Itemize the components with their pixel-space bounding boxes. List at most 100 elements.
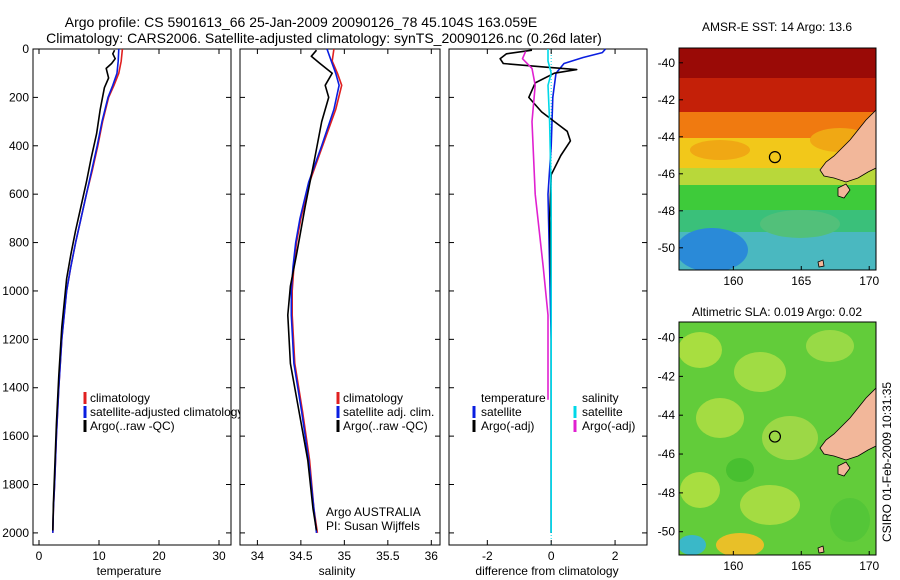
difference-plot-area [448,48,648,546]
series-line-argo [499,49,578,533]
sst-island [837,183,851,199]
sst-map-ticks: 160 165 170 -40 -42 -44 -46 -48 -50 [658,56,880,288]
x-tick-label: 2 [612,549,619,563]
sst-map-frame [678,47,877,271]
legend-label-temperature-satellite: satellite [481,405,522,419]
salinity-plot-area [239,48,441,546]
map-x-tick-label: 170 [859,559,879,573]
map-x-tick-label: 160 [723,559,743,573]
x-tick-label: 35.5 [376,549,400,563]
figure-title-line1: Argo profile: CS 5901613_66 25-Jan-2009 … [65,14,538,30]
x-tick-label: 30 [212,549,226,563]
map-y-tick-label: -46 [658,167,676,181]
x-tick-label: 0 [548,549,555,563]
annotation-argo-australia: Argo AUSTRALIA [326,505,421,519]
map-y-tick-label: -50 [658,241,676,255]
sla-map-frame [678,321,877,556]
x-tick-label: 20 [152,549,166,563]
salinity-panel: 34 34.5 35 35.5 36 salinity climatology sate… [239,48,441,578]
map-y-tick-label: -40 [658,331,676,345]
map-y-tick-label: -40 [658,56,676,70]
sst-land-mass [819,109,876,183]
map-x-tick-label: 165 [791,559,811,573]
y-tick-label: 2000 [2,526,29,540]
map-x-tick-label: 170 [859,274,879,288]
y-tick-label: 0 [22,42,29,56]
salinity-series-group [286,48,343,534]
x-tick-label: 36 [425,549,439,563]
salinity-ticks: 34 34.5 35 35.5 36 [240,48,440,563]
difference-legend: temperature satellite Argo(-adj) salinit… [472,391,635,433]
sst-map-title: AMSR-E SST: 14 Argo: 13.6 [702,20,852,34]
series-line-satellite [290,48,340,533]
legend-label-argo: Argo(..raw -QC) [343,419,428,433]
series-line-argo [286,49,334,531]
map-y-tick-label: -42 [658,93,676,107]
difference-series-group [499,48,607,545]
difference-xlabel: difference from climatology [475,564,618,578]
sla-map-panel: Altimetric SLA: 0.019 Argo: 0.02 160 165 1… [658,305,880,573]
difference-panel: -2 0 2 difference from climatology tempera… [448,48,648,578]
salinity-legend: climatology satellite adj. clim. Argo(..… [336,391,434,433]
x-tick-label: 34.5 [289,549,313,563]
sla-float-marker [768,430,782,443]
sla-islet [817,545,825,554]
x-tick-label: 35 [338,549,352,563]
annotation-pi-name: PI: Susan Wijffels [326,519,420,533]
y-tick-label: 200 [9,90,29,104]
legend-heading-temperature: temperature [481,391,546,405]
x-tick-label: 0 [36,549,43,563]
x-tick-label: 34 [251,549,265,563]
legend-label-climatology: climatology [90,391,150,405]
y-tick-label: 1200 [2,332,29,346]
legend-label-salinity-argo: Argo(-adj) [582,419,635,433]
map-y-tick-label: -46 [658,447,676,461]
y-tick-label: 1000 [2,284,29,298]
temperature-legend: climatology satellite-adjusted climatolo… [83,391,243,433]
map-y-tick-label: -44 [658,408,676,422]
legend-label-temperature-argo: Argo(-adj) [481,419,534,433]
sla-island [837,461,851,477]
side-stamp: CSIRO 01-Feb-2009 10:31:35 [880,382,894,542]
salinity-xlabel: salinity [319,564,356,578]
temperature-plot-area [32,48,232,546]
series-line-argo_salinity [521,51,549,400]
temperature-xlabel: temperature [97,564,162,578]
map-y-tick-label: -48 [658,486,676,500]
legend-heading-salinity: salinity [582,391,619,405]
sst-float-marker [768,151,782,164]
series-line-argo [52,49,116,531]
difference-ticks: -2 0 2 [449,48,647,563]
map-x-tick-label: 160 [723,274,743,288]
x-tick-label: 10 [92,549,106,563]
map-x-tick-label: 165 [791,274,811,288]
legend-label-climatology: climatology [343,391,403,405]
y-tick-label: 1600 [2,429,29,443]
map-y-tick-label: -48 [658,204,676,218]
legend-label-satellite: satellite-adjusted climatology [90,405,243,419]
y-tick-label: 1400 [2,381,29,395]
sla-land-mass [819,387,876,461]
y-tick-label: 600 [9,187,29,201]
figure-title-line2: Climatology: CARS2006. Satellite-adjuste… [46,30,602,46]
map-y-tick-label: -44 [658,130,676,144]
sst-map-panel: AMSR-E SST: 14 Argo: 13.6 160 165 170 -40 -4… [658,20,880,288]
map-y-tick-label: -50 [658,525,676,539]
legend-label-argo: Argo(..raw -QC) [90,419,175,433]
y-tick-label: 400 [9,139,29,153]
legend-label-salinity-satellite: satellite [582,405,623,419]
map-y-tick-label: -42 [658,369,676,383]
y-tick-label: 1800 [2,478,29,492]
sla-map-ticks: 160 165 170 -40 -42 -44 -46 -48 -50 [658,331,880,573]
sst-map-image [679,48,876,270]
series-line-satellite_salinity [547,49,553,533]
y-tick-label: 800 [9,236,29,250]
sla-map-image [679,322,876,555]
temperature-panel: 0 10 20 30 0 200 400 600 800 1000 1200 1400 1600 1800… [2,42,243,578]
temperature-ticks: 0 10 20 30 0 200 400 600 800 1000 1200 1400 1600 1800… [2,42,231,563]
sst-islet [817,259,825,268]
sla-map-title: Altimetric SLA: 0.019 Argo: 0.02 [692,305,862,319]
legend-label-satellite: satellite adj. clim. [343,405,434,419]
x-tick-label: -2 [482,549,493,563]
